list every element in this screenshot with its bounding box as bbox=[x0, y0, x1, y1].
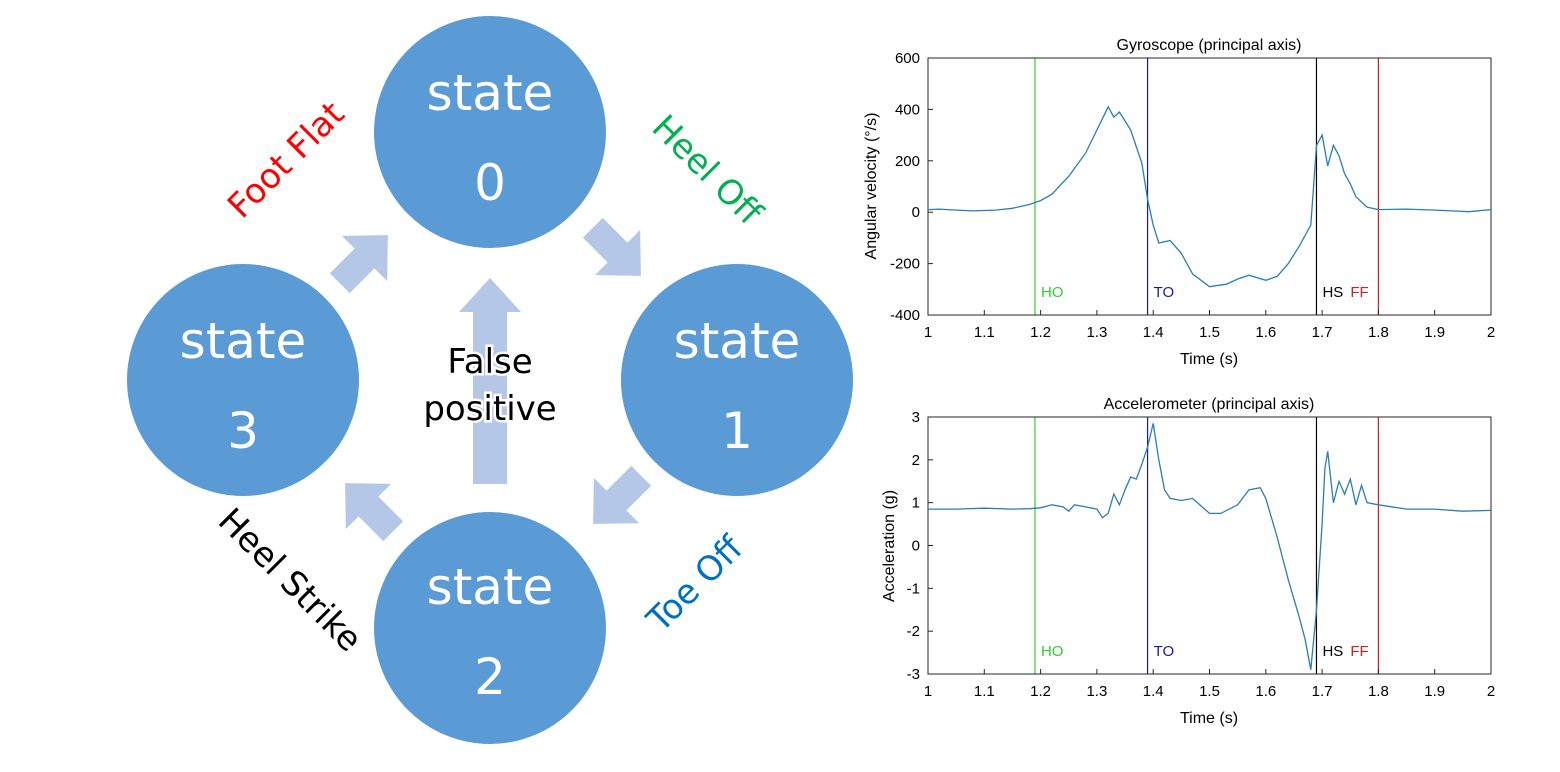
accelerometer-chart-title: Accelerometer (principal axis) bbox=[1104, 396, 1315, 413]
accelerometer-series-line bbox=[928, 423, 1492, 670]
y-tick-label: 400 bbox=[895, 101, 920, 118]
state-3-word: state bbox=[180, 312, 307, 370]
x-tick-label: 1.9 bbox=[1424, 683, 1445, 700]
gyroscope-chart-events: HO TO HS FF bbox=[1034, 58, 1380, 315]
accelerometer-chart-axes bbox=[927, 416, 1492, 675]
gyroscope-chart-ticks: 1 1.1 1.2 1.3 1.4 1.5 1.6 1.7 1.8 1.9 2 600 400 200 0 -… bbox=[890, 50, 1495, 341]
arrow-toe-off bbox=[593, 465, 652, 524]
x-tick-label: 1.9 bbox=[1424, 324, 1445, 341]
x-tick-label: 1.4 bbox=[1143, 683, 1164, 700]
state-0-number: 0 bbox=[474, 154, 506, 212]
y-tick-label: 200 bbox=[895, 153, 920, 170]
gyroscope-chart-xlabel: Time (s) bbox=[1180, 351, 1238, 368]
event-label-ho: HO bbox=[1041, 643, 1064, 660]
accelerometer-chart-xlabel: Time (s) bbox=[1180, 710, 1238, 727]
state-1-number: 1 bbox=[721, 402, 753, 460]
x-tick-label: 1.1 bbox=[974, 324, 995, 341]
state-0: state 0 bbox=[374, 16, 606, 248]
y-tick-label: 3 bbox=[912, 409, 920, 426]
state-3-circle bbox=[127, 264, 359, 496]
event-label-hs: HS bbox=[1322, 284, 1343, 301]
x-tick-label: 1.2 bbox=[1030, 683, 1051, 700]
state-2: state 2 bbox=[374, 512, 606, 744]
gyroscope-chart: Gyroscope (principal axis) HO TO HS FF 1 1.1… bbox=[863, 37, 1495, 368]
x-tick-label: 1.7 bbox=[1312, 324, 1333, 341]
gyroscope-chart-ylabel: Angular velocity (°/s) bbox=[863, 113, 880, 260]
x-tick-label: 1.1 bbox=[974, 683, 995, 700]
y-tick-label: -200 bbox=[890, 256, 920, 273]
x-tick-label: 1.3 bbox=[1086, 683, 1107, 700]
gyroscope-chart-axes bbox=[927, 57, 1492, 316]
arrow-heel-off bbox=[582, 217, 641, 276]
state-3: state 3 bbox=[127, 264, 359, 496]
y-tick-label: 1 bbox=[912, 495, 920, 512]
x-tick-label: 1.5 bbox=[1199, 324, 1220, 341]
x-tick-label: 1.8 bbox=[1368, 683, 1389, 700]
x-tick-label: 1.8 bbox=[1368, 324, 1389, 341]
state-3-number: 3 bbox=[227, 402, 259, 460]
y-tick-label: 0 bbox=[912, 538, 920, 555]
event-label-hs: HS bbox=[1322, 643, 1343, 660]
x-tick-label: 2 bbox=[1487, 324, 1495, 341]
arrow-foot-flat bbox=[329, 235, 388, 294]
event-label-ff: FF bbox=[1350, 643, 1368, 660]
event-label-to: TO bbox=[1154, 643, 1175, 660]
y-tick-label: -2 bbox=[907, 623, 920, 640]
state-0-circle bbox=[374, 16, 606, 248]
state-2-circle bbox=[374, 512, 606, 744]
x-tick-label: 1.4 bbox=[1143, 324, 1164, 341]
x-tick-label: 2 bbox=[1487, 683, 1495, 700]
state-machine-diagram: state 0 state 1 state 2 state 3 False po… bbox=[127, 16, 853, 744]
event-label-ff: FF bbox=[1350, 284, 1368, 301]
accelerometer-chart: Accelerometer (principal axis) HO TO HS FF … bbox=[881, 396, 1495, 727]
x-tick-label: 1.6 bbox=[1255, 683, 1276, 700]
accelerometer-chart-ylabel: Acceleration (g) bbox=[881, 490, 898, 602]
state-1-word: state bbox=[674, 312, 801, 370]
y-tick-label: -400 bbox=[890, 307, 920, 324]
y-tick-label: 0 bbox=[912, 204, 920, 221]
x-tick-label: 1.5 bbox=[1199, 683, 1220, 700]
x-tick-label: 1 bbox=[924, 324, 932, 341]
state-2-word: state bbox=[427, 558, 554, 616]
arrow-false-positive bbox=[459, 278, 521, 484]
accelerometer-chart-events: HO TO HS FF bbox=[1034, 417, 1380, 674]
state-2-number: 2 bbox=[474, 648, 506, 706]
transition-arrows bbox=[329, 217, 652, 542]
y-tick-label: 2 bbox=[912, 452, 920, 469]
x-tick-label: 1.3 bbox=[1086, 324, 1107, 341]
x-tick-label: 1.2 bbox=[1030, 324, 1051, 341]
state-1: state 1 bbox=[621, 264, 853, 496]
x-tick-label: 1 bbox=[924, 683, 932, 700]
false-positive-label-line1: False bbox=[447, 342, 532, 382]
accelerometer-chart-ticks: 1 1.1 1.2 1.3 1.4 1.5 1.6 1.7 1.8 1.9 2 3 2 1 0 -1 -2 -3 bbox=[907, 409, 1496, 700]
arrow-heel-strike bbox=[345, 483, 404, 542]
state-0-word: state bbox=[427, 64, 554, 122]
gyroscope-series-line bbox=[927, 105, 1492, 288]
gyroscope-chart-title: Gyroscope (principal axis) bbox=[1117, 37, 1302, 54]
state-1-circle bbox=[621, 264, 853, 496]
y-tick-label: -1 bbox=[907, 580, 920, 597]
false-positive-label-line2: positive bbox=[423, 389, 556, 429]
y-tick-label: 600 bbox=[895, 50, 920, 67]
x-tick-label: 1.6 bbox=[1255, 324, 1276, 341]
y-tick-label: -3 bbox=[907, 666, 920, 683]
event-label-to: TO bbox=[1154, 284, 1175, 301]
event-label-ho: HO bbox=[1041, 284, 1064, 301]
x-tick-label: 1.7 bbox=[1312, 683, 1333, 700]
